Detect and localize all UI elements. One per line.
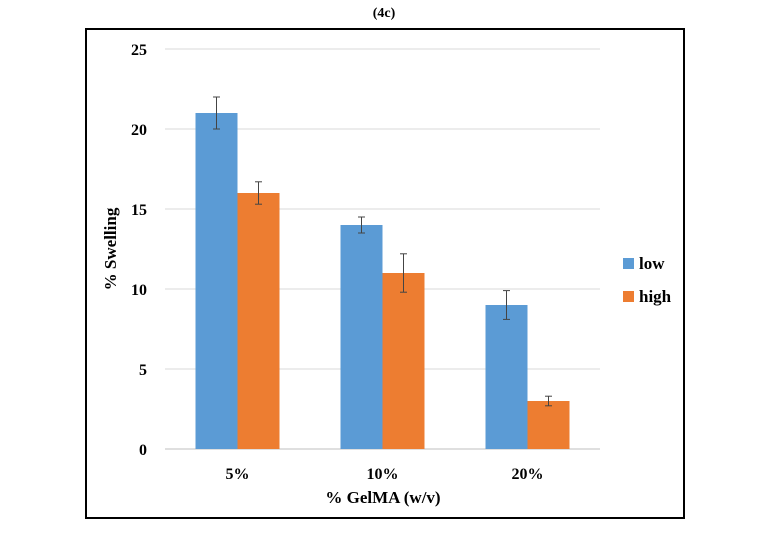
- y-axis-label: % Swelling: [101, 207, 120, 290]
- legend-swatch-low: [623, 258, 634, 269]
- x-axis-label: % GelMA (w/v): [325, 488, 440, 507]
- chart-frame: [85, 28, 685, 519]
- bars: [195, 113, 570, 449]
- legend-label-high: high: [639, 287, 672, 306]
- y-tick-label: 0: [139, 442, 147, 459]
- error-bar: [400, 253, 407, 293]
- legend-label-low: low: [639, 254, 665, 273]
- y-tick-label: 25: [131, 42, 147, 59]
- bar-low: [195, 113, 238, 449]
- error-bar: [358, 216, 365, 234]
- y-tick-label: 10: [131, 282, 147, 299]
- x-tick-label: 5%: [226, 466, 250, 483]
- y-tick-label: 5: [139, 362, 147, 379]
- x-tick-label: 20%: [512, 466, 544, 483]
- panel-label: (4c): [373, 6, 396, 21]
- bar-high: [382, 273, 425, 449]
- legend-swatch-high: [623, 291, 634, 302]
- error-bar: [213, 96, 220, 130]
- error-bar: [545, 395, 552, 407]
- bar-high: [237, 193, 280, 449]
- y-tick-labels: 0 5 10 15 20 25: [131, 42, 147, 459]
- bar-high: [527, 401, 570, 449]
- error-bar: [503, 290, 510, 320]
- error-bars: [213, 96, 552, 407]
- x-tick-labels: 5% 10% 20%: [226, 466, 544, 483]
- y-tick-label: 20: [131, 122, 147, 139]
- bar-low: [485, 305, 528, 449]
- legend: low high: [623, 254, 672, 306]
- y-tick-label: 15: [131, 202, 147, 219]
- x-tick-label: 10%: [367, 466, 399, 483]
- error-bar: [255, 181, 262, 205]
- bar-low: [340, 225, 383, 449]
